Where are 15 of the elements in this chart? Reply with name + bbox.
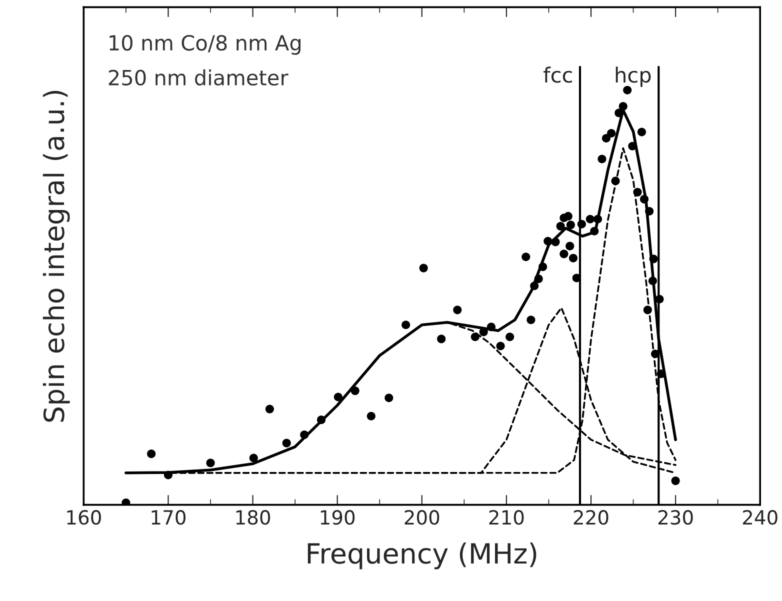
x-tick-label: 220 xyxy=(574,510,608,525)
text: 10 nm Co/8 nm Ag xyxy=(110,34,300,55)
x-tick-label: 180 xyxy=(236,510,270,525)
ref-line-label: fcc xyxy=(543,66,572,83)
text: 250 nm diameter xyxy=(108,69,288,86)
x-tick-label: 240 xyxy=(742,510,778,525)
x-tick-label: 230 xyxy=(658,510,693,525)
ref-line-label: hcp xyxy=(616,66,651,87)
y-axis-title: Spin echo integral (a.u.) xyxy=(42,90,70,422)
x-tick-label: 160 xyxy=(67,510,101,525)
x-tick-label: 170 xyxy=(152,510,186,525)
x-tick-label: 210 xyxy=(489,510,524,525)
x-axis-title: Frequency (MHz) xyxy=(308,542,536,570)
x-tick-label: 190 xyxy=(320,510,355,525)
x-tick-label: 200 xyxy=(404,510,440,525)
